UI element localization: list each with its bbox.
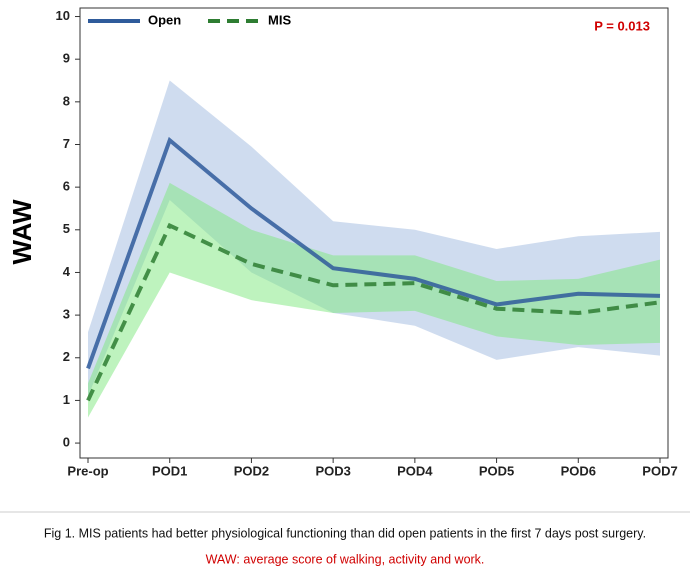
series-line: [86, 222, 661, 402]
y-axis-label: WAW: [7, 199, 37, 264]
x-tick-label: POD4: [397, 463, 433, 478]
legend-label: Open: [148, 12, 181, 27]
y-tick-label: 1: [63, 392, 70, 407]
y-tick-label: 4: [63, 264, 71, 279]
x-tick-label: POD6: [561, 463, 596, 478]
plot-frame: [79, 7, 669, 459]
series-line: [86, 136, 661, 370]
x-tick-label: POD7: [642, 463, 677, 478]
x-tick-label: Pre-op: [67, 463, 108, 478]
y-tick-label: 8: [63, 93, 70, 108]
caption: Fig 1. MIS patients had better physiolog…: [44, 526, 646, 540]
annotation: P = 0.013: [594, 18, 650, 33]
y-tick-label: 10: [56, 8, 70, 23]
y-tick-label: 2: [63, 349, 70, 364]
x-tick-label: POD5: [479, 463, 514, 478]
y-tick-label: 9: [63, 51, 70, 66]
y-tick-label: 0: [63, 435, 70, 450]
y-tick-label: 5: [63, 221, 70, 236]
y-tick-label: 6: [63, 179, 70, 194]
x-tick-label: POD2: [234, 463, 269, 478]
legend-label: MIS: [268, 12, 291, 27]
confidence-band: [88, 182, 660, 418]
x-tick-label: POD3: [315, 463, 350, 478]
x-tick-label: POD1: [152, 463, 187, 478]
y-tick-label: 7: [63, 136, 70, 151]
caption-note: WAW: average score of walking, activity …: [206, 552, 485, 566]
y-tick-label: 3: [63, 307, 70, 322]
